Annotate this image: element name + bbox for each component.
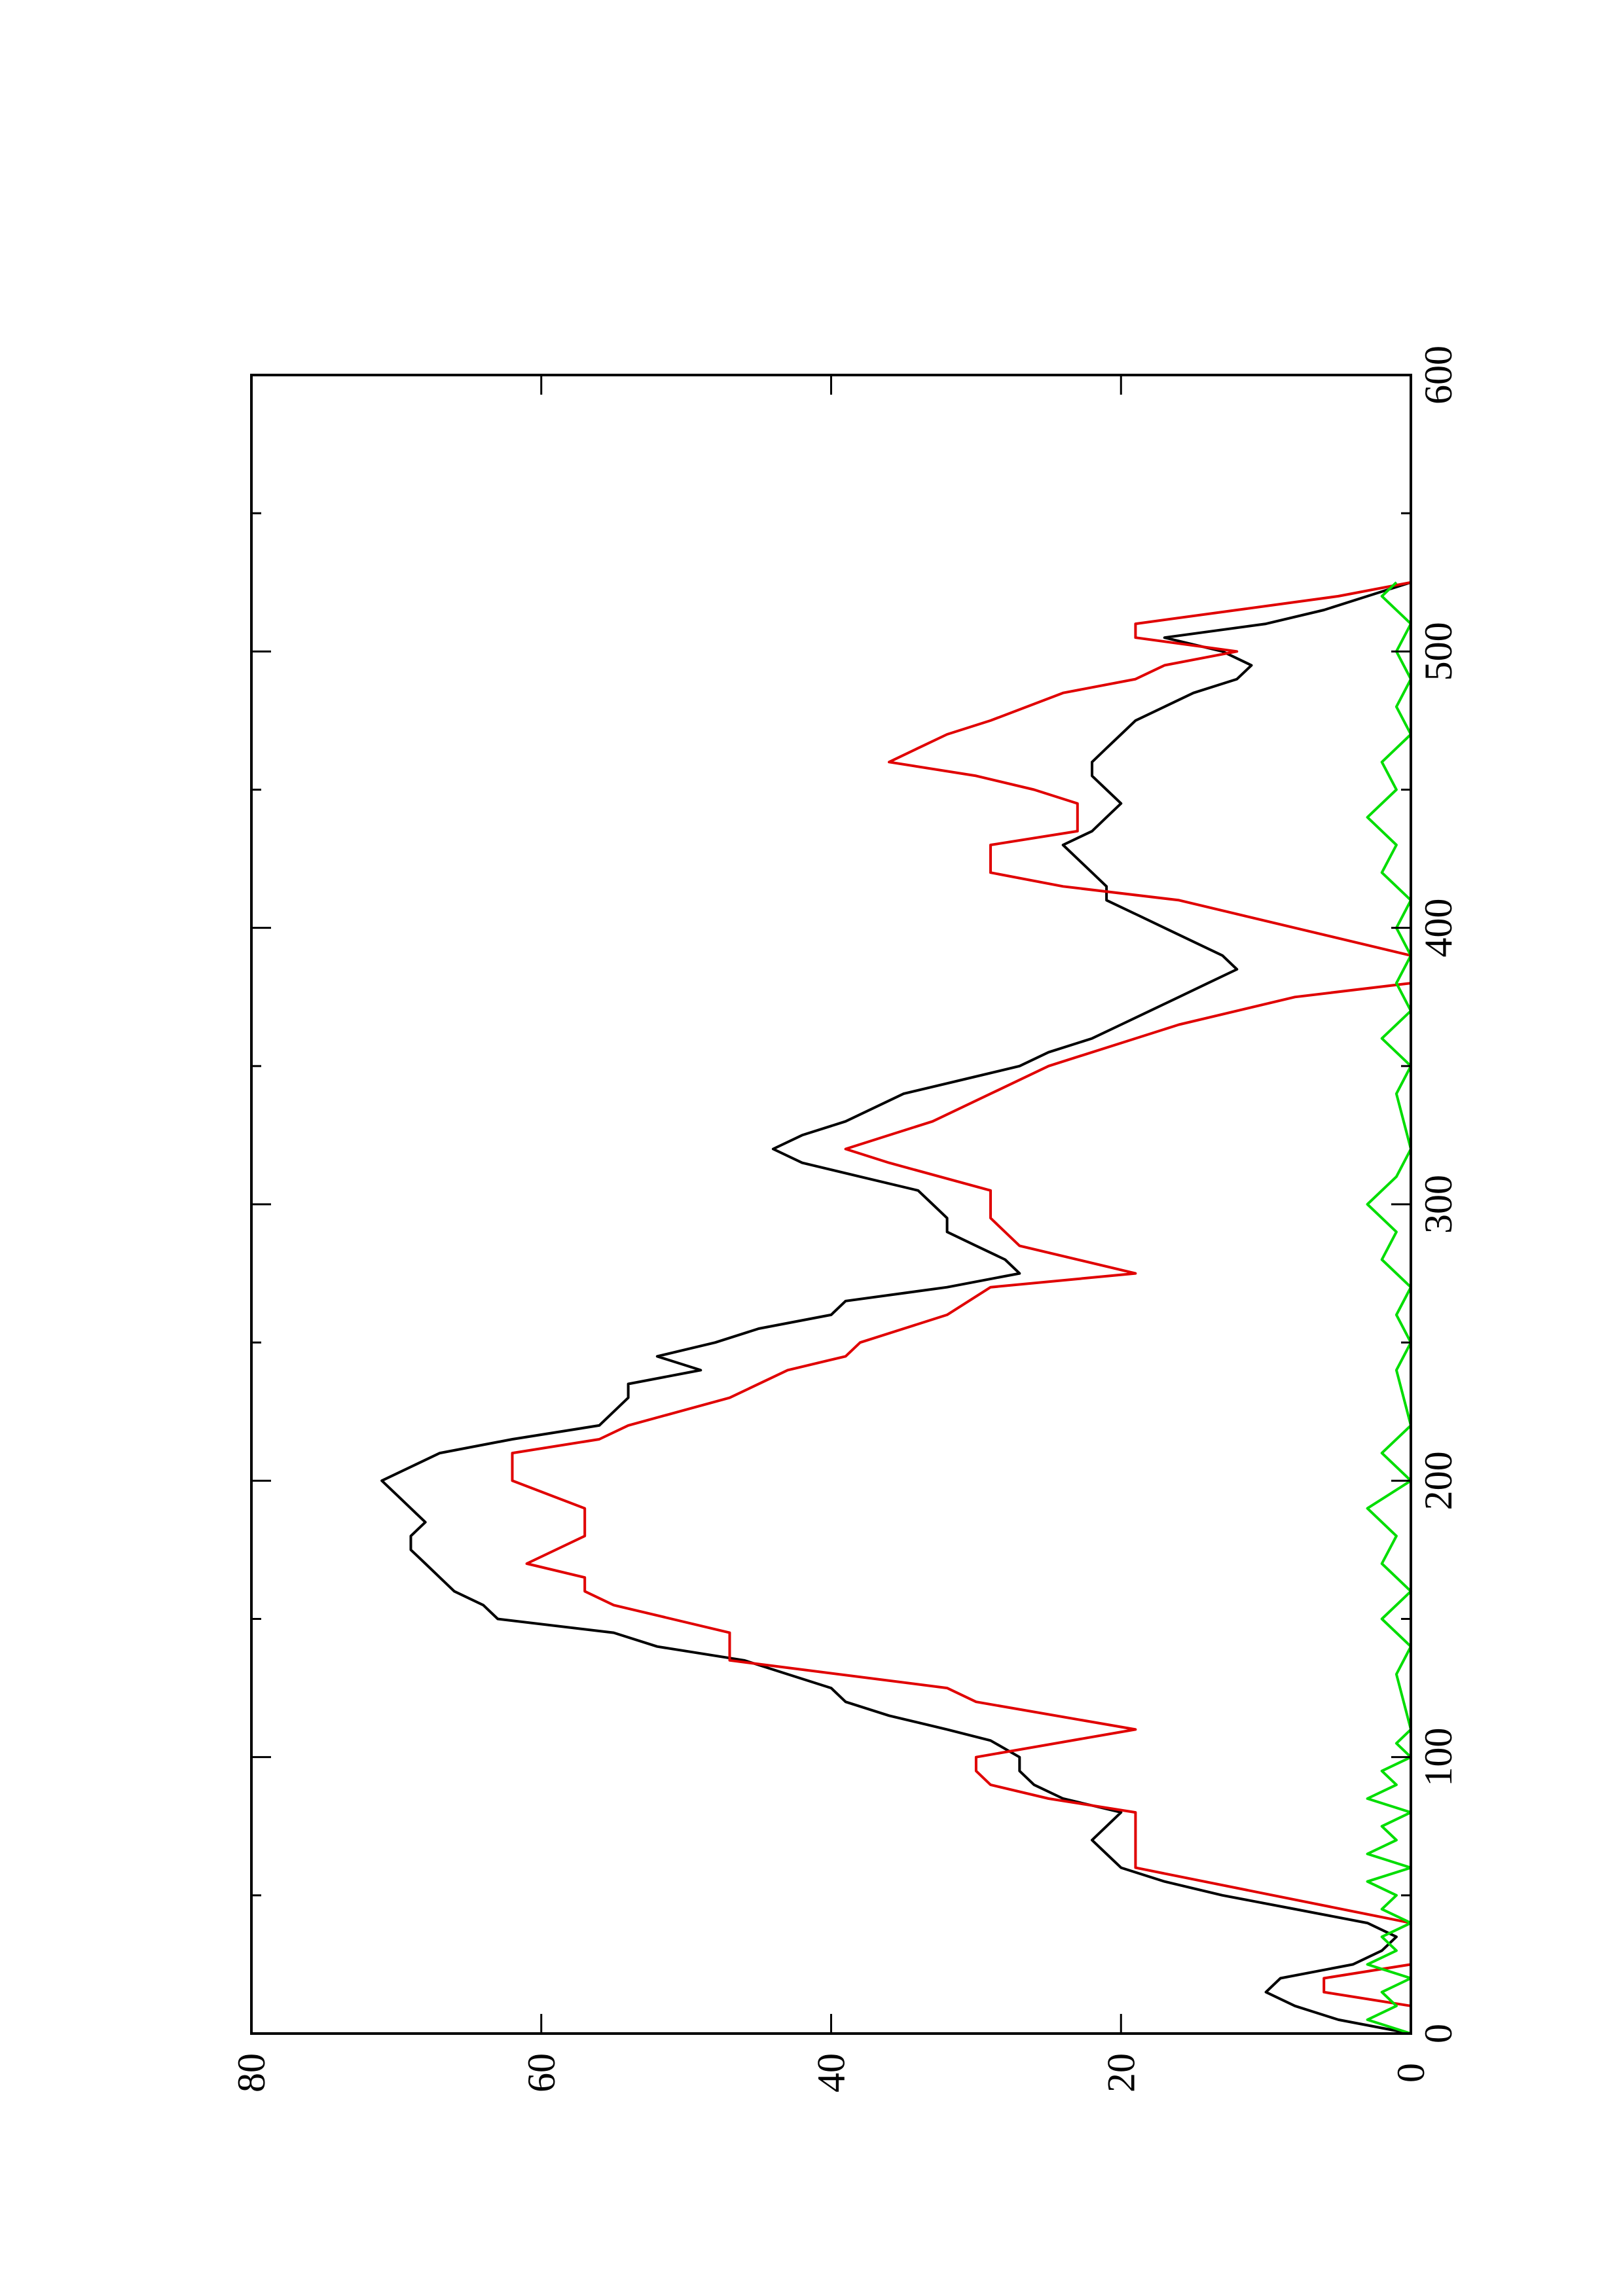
y-tick-label: 0 [1389, 2063, 1432, 2083]
x-tick-label: 0 [1417, 2024, 1460, 2043]
x-tick-label: 200 [1417, 1451, 1460, 1510]
x-tick-label: 100 [1417, 1728, 1460, 1787]
x-tick-label: 500 [1417, 622, 1460, 681]
plot-frame [250, 374, 1412, 2035]
y-tick-label: 20 [1099, 2053, 1142, 2092]
series-line-1 [380, 581, 1412, 2035]
y-tick-label: 80 [230, 2053, 273, 2092]
series-line-3 [1366, 581, 1412, 2035]
label-layer: 0 100 200 300 400 500 600 0 20 40 60 80 [230, 346, 1460, 2092]
series-layer [380, 581, 1412, 2035]
series-line-2 [511, 581, 1412, 2034]
x-tick-label: 600 [1417, 346, 1460, 404]
y-tick-label: 60 [520, 2053, 563, 2092]
y-tick-label: 40 [810, 2053, 853, 2092]
x-tick-label: 300 [1417, 1175, 1460, 1234]
x-tick-label: 400 [1417, 899, 1460, 958]
